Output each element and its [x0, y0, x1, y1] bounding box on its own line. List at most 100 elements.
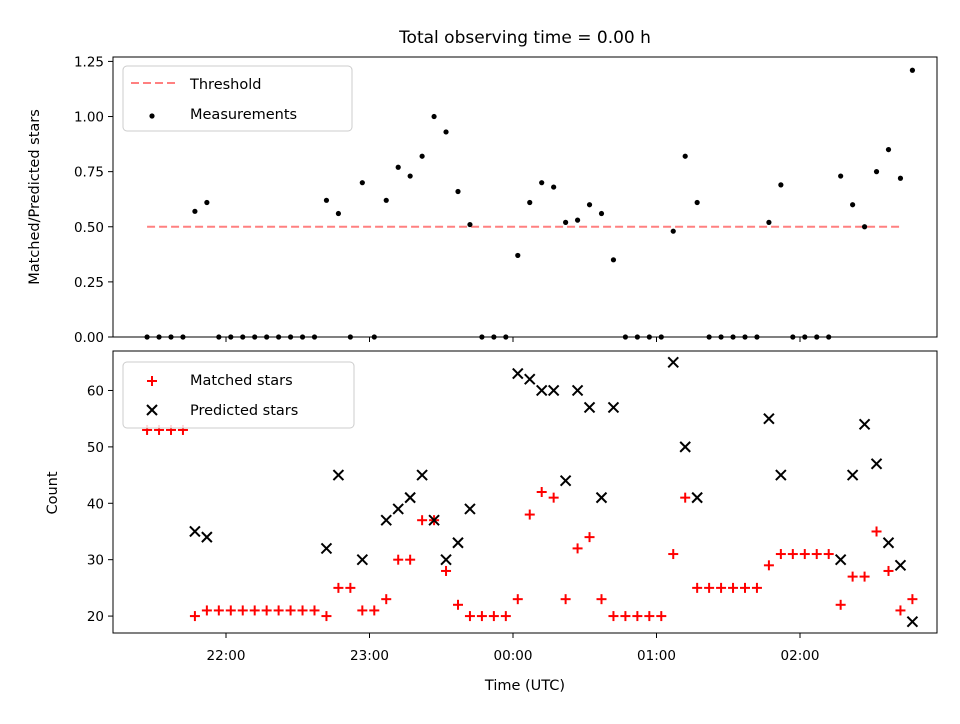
- predicted-star-point: [559, 475, 572, 487]
- matched-star-point: [787, 549, 798, 560]
- matched-star-point: [393, 554, 404, 565]
- top-axes-frame: [112, 56, 938, 338]
- matched-star-point: [596, 594, 607, 605]
- predicted-star-point: [906, 616, 919, 628]
- bottom-axes-frame: [112, 350, 938, 634]
- predicted-star-point: [894, 559, 907, 572]
- predicted-star-point: [416, 469, 428, 481]
- matched-star-point: [524, 509, 535, 520]
- matched-star-point: [297, 605, 308, 616]
- matched-star-point: [572, 543, 583, 554]
- matched-star-point: [441, 565, 452, 576]
- x-axis-label: Time (UTC): [484, 678, 565, 694]
- measurement-point: [682, 153, 688, 159]
- bottom-y-axis-label: Count: [45, 471, 61, 514]
- matched-star-point: [775, 549, 786, 560]
- matched-star-point: [560, 594, 571, 605]
- predicted-star-point: [667, 356, 679, 368]
- predicted-star-point: [380, 514, 392, 526]
- matched-star-point: [692, 582, 703, 593]
- predicted-star-point: [691, 491, 703, 504]
- bottom-panel: Count Time (UTC) 20 30 40 50 60 22:00 23:00 00…: [45, 350, 938, 694]
- top-y-tick-label: 1.00: [74, 110, 104, 126]
- matched-star-point: [704, 582, 715, 593]
- chart-title: Total observing time = 0.00 h: [398, 28, 651, 48]
- predicted-star-point: [392, 503, 404, 515]
- matched-star-point: [728, 582, 739, 593]
- matched-star-point: [739, 582, 750, 593]
- bottom-y-tick-label: 30: [87, 553, 104, 569]
- matched-star-point: [321, 611, 332, 622]
- measurement-point: [443, 129, 449, 135]
- top-legend: Threshold Measurements: [122, 65, 353, 132]
- predicted-star-point: [201, 531, 213, 543]
- predicted-star-point: [320, 542, 333, 555]
- predicted-star-point: [858, 418, 871, 431]
- matched-star-point: [799, 549, 810, 560]
- x-tick-label: 01:00: [637, 648, 676, 664]
- predicted-star-point: [775, 469, 787, 481]
- matched-star-point: [811, 549, 822, 560]
- predicted-star-point: [882, 537, 895, 549]
- measurement-point: [766, 219, 772, 225]
- x-tick-label: 23:00: [350, 648, 389, 664]
- measurement-point: [419, 153, 425, 159]
- bottom-x-ticks: 22:00 23:00 00:00 01:00 02:00: [207, 633, 820, 664]
- matched-star-point: [357, 605, 368, 616]
- measurement-point: [335, 210, 342, 217]
- matched-star-point: [369, 605, 380, 616]
- measurement-point: [551, 184, 557, 190]
- matched-star-point: [835, 599, 846, 610]
- matched-star-point: [907, 594, 918, 605]
- predicted-star-point: [547, 384, 560, 397]
- matched-star-point: [201, 605, 212, 616]
- predicted-star-point: [428, 514, 440, 526]
- top-x-ticks: [225, 337, 801, 342]
- matched-star-point: [189, 611, 200, 622]
- measurement-point: [873, 169, 880, 175]
- matched-legend-label: Matched stars: [190, 373, 293, 389]
- matched-star-point: [656, 611, 667, 622]
- predicted-star-point: [870, 458, 883, 470]
- matched-star-point: [823, 549, 834, 560]
- matched-star-point: [405, 554, 416, 565]
- matched-star-point: [225, 605, 236, 616]
- x-tick-label: 00:00: [494, 648, 533, 664]
- measurement-point: [586, 202, 593, 208]
- measurement-point: [539, 180, 545, 186]
- matched-star-point: [536, 487, 547, 497]
- measurement-point: [610, 257, 617, 263]
- predicted-star-point: [332, 469, 345, 481]
- measurement-point: [467, 221, 473, 228]
- predicted-star-point: [464, 503, 476, 515]
- bottom-y-ticks: 20 30 40 50 60: [87, 383, 113, 625]
- threshold-legend-label: Threshold: [189, 77, 261, 93]
- measurement-point: [383, 197, 389, 203]
- measurement-point: [850, 202, 856, 208]
- predicted-star-point: [524, 373, 536, 385]
- measurement-point: [204, 199, 210, 206]
- matched-star-point: [584, 532, 595, 543]
- matched-star-point: [345, 582, 356, 593]
- predicted-star-point: [607, 401, 620, 414]
- bottom-y-tick-label: 40: [87, 496, 104, 512]
- predicted-star-point: [834, 553, 847, 566]
- measurement-point: [838, 173, 844, 179]
- predicted-star-point: [571, 384, 584, 397]
- measurement-point: [527, 199, 533, 206]
- matched-star-point: [273, 605, 284, 616]
- predicted-star-point: [404, 491, 416, 504]
- matched-star-point: [680, 492, 691, 503]
- matched-star-point: [476, 611, 487, 622]
- measurement-point: [897, 175, 904, 181]
- measurement-point: [885, 146, 892, 153]
- matched-star-point: [261, 605, 272, 616]
- measurement-point: [323, 197, 330, 203]
- matched-star-point: [871, 526, 882, 537]
- measurement-point: [861, 224, 868, 230]
- measurement-point: [563, 219, 569, 225]
- x-tick-label: 02:00: [781, 648, 820, 664]
- predicted-star-point: [846, 469, 859, 481]
- matched-star-point: [883, 565, 894, 576]
- bottom-y-tick-label: 20: [87, 609, 104, 625]
